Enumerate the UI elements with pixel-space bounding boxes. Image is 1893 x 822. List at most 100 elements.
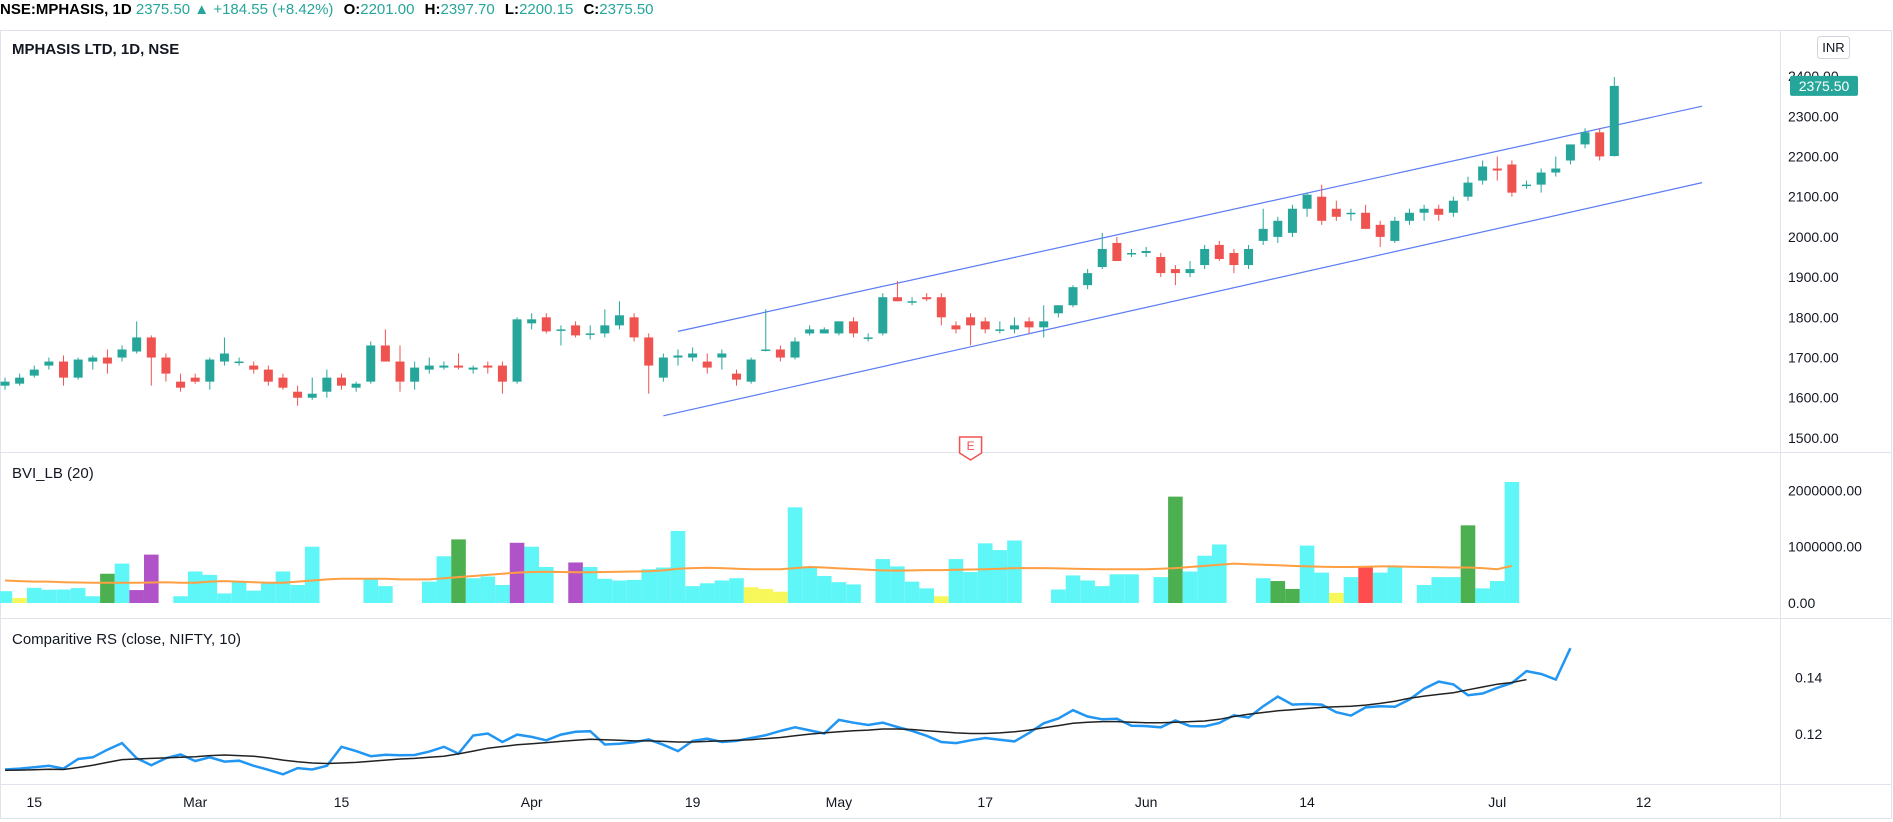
bvi-bar (1314, 572, 1329, 603)
bvi-bar (436, 556, 452, 603)
bvi-bar (1211, 544, 1227, 603)
candle (907, 297, 917, 306)
price-change: +184.55 (+8.42%) (213, 1, 334, 18)
candle (849, 317, 859, 338)
bvi-pane[interactable]: BVI_LB (20) 0.00 1000000.00 2000000.00 (0, 465, 1862, 611)
candle (146, 335, 156, 386)
rs-tick-label: 0.12 (1795, 726, 1822, 742)
bvi-bar (26, 587, 42, 603)
bvi-bar (1285, 588, 1300, 603)
price-tick-label: 1800.00 (1788, 309, 1839, 325)
bvi-bar (187, 571, 203, 603)
candle (1170, 265, 1180, 286)
candle (1565, 144, 1575, 165)
candle-body (805, 329, 815, 334)
chart-area[interactable]: MPHASIS LTD, 1D, NSE 1500.00 1600.00 1700.… (0, 20, 1893, 822)
candle (1068, 285, 1078, 308)
bvi-bar (1080, 580, 1095, 603)
candle-body (454, 365, 464, 368)
candle (1346, 208, 1356, 221)
trend-channel[interactable] (663, 105, 1703, 417)
candle-body (1258, 228, 1268, 241)
candle-body (278, 377, 288, 388)
candle (322, 369, 332, 398)
earnings-marker[interactable]: E (958, 436, 983, 461)
bvi-bar (626, 579, 642, 603)
candle-body (307, 393, 317, 398)
bvi-bar (1329, 592, 1344, 603)
candle (1478, 160, 1488, 185)
bvi-bar (743, 587, 759, 603)
candle-body (541, 317, 551, 332)
candle (1200, 244, 1210, 270)
candle-body (205, 359, 215, 382)
rs-axis[interactable]: 0.12 0.14 (1795, 669, 1822, 742)
candle (1492, 156, 1502, 181)
bvi-tick-label: 1000000.00 (1788, 539, 1862, 555)
bvi-bar (1182, 571, 1198, 603)
bvi-bar (217, 593, 232, 603)
bvi-axis[interactable]: 0.00 1000000.00 2000000.00 (1788, 482, 1862, 611)
candle (1580, 128, 1590, 149)
candle (1214, 240, 1224, 262)
candle-body (775, 349, 785, 358)
candle (1053, 305, 1063, 318)
candle-body (907, 301, 917, 303)
candle-body (395, 361, 405, 382)
candle (1404, 208, 1414, 225)
price-tick-label: 1500.00 (1788, 430, 1839, 446)
candle-body (1141, 250, 1151, 253)
bvi-bar (714, 580, 730, 603)
bvi-bar (1094, 586, 1110, 603)
candle-body (1083, 273, 1093, 286)
candle (293, 385, 303, 406)
candle (863, 333, 873, 342)
candle-body (512, 319, 522, 382)
price-axis[interactable]: 1500.00 1600.00 1700.00 1800.00 1900.00 2000.… (1788, 68, 1839, 446)
bvi-bar (670, 530, 686, 603)
time-tick-label: 17 (977, 794, 993, 810)
candle (775, 345, 785, 362)
price-pane[interactable]: MPHASIS LTD, 1D, NSE 1500.00 1600.00 1700.… (0, 36, 1859, 461)
candle-body (1024, 321, 1034, 328)
candle (1097, 232, 1107, 270)
bvi-bar (612, 580, 627, 603)
candle-body (1463, 182, 1473, 197)
rs-tick-label: 0.14 (1795, 669, 1822, 685)
candle-body (1609, 85, 1619, 157)
symbol-label[interactable]: NSE:MPHASIS, 1D (0, 1, 132, 18)
rs-pane-title: Comparitive RS (close, NIFTY, 10) (12, 631, 241, 648)
time-axis[interactable]: 15 Mar 15 Apr 19 May 17 Jun 14 Jul 12 (26, 794, 1651, 810)
currency-badge-box (1817, 36, 1850, 59)
candle-body (1302, 194, 1312, 209)
rs-pane[interactable]: Comparitive RS (close, NIFTY, 10) 0.120.… (4, 631, 1822, 776)
candle-body (878, 297, 888, 334)
bvi-bar (641, 569, 657, 603)
candle (219, 337, 229, 366)
candle-body (849, 321, 859, 334)
bvi-bar (568, 562, 583, 603)
earnings-icon[interactable] (958, 436, 983, 461)
up-arrow-icon: ▲ (194, 1, 210, 18)
candle-body (380, 345, 390, 362)
bvi-bar (1446, 577, 1461, 603)
bvi-bar (1343, 577, 1359, 603)
currency-badge[interactable]: INR (1817, 36, 1850, 59)
bvi-bar (890, 566, 905, 603)
candle-body (1112, 242, 1122, 262)
candle (790, 337, 800, 360)
candle-body (1287, 208, 1297, 233)
price-tick-label: 1700.00 (1788, 350, 1839, 366)
candle (176, 373, 186, 392)
candle (44, 357, 54, 370)
bvi-bar (904, 581, 920, 603)
candle (629, 313, 639, 342)
high-value: 2397.70 (440, 1, 495, 18)
candle (380, 329, 390, 362)
candle (966, 313, 976, 346)
bvi-bar (1153, 577, 1169, 603)
candle (614, 301, 624, 330)
bvi-bar (173, 596, 188, 603)
candle-body (644, 337, 654, 366)
bvi-bar (1109, 574, 1125, 603)
